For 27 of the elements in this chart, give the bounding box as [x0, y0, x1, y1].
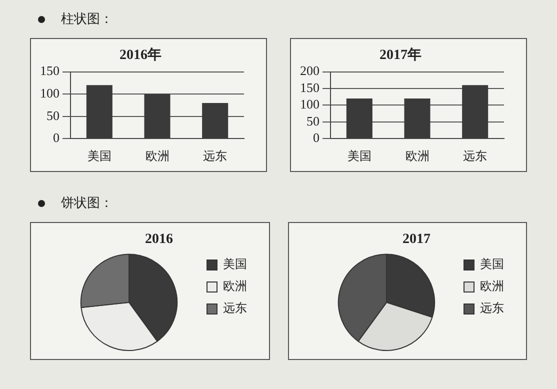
x-tick-label: 欧洲 — [405, 148, 430, 163]
x-tick-label: 欧洲 — [145, 148, 170, 163]
x-tick-label: 美国 — [87, 148, 112, 163]
y-tick-label: 200 — [300, 63, 320, 78]
chart-title: 2017 — [402, 232, 430, 248]
legend-label: 美国 — [223, 257, 247, 272]
legend-label: 远东 — [223, 301, 247, 316]
y-tick-label: 0 — [53, 130, 60, 146]
text: 饼状图： — [61, 195, 113, 212]
y-tick-label: 150 — [40, 63, 60, 78]
x-tick-label: 美国 — [347, 148, 372, 163]
legend-label: 远东 — [480, 301, 504, 316]
chart-title: 2016年 — [120, 47, 162, 64]
y-tick-label: 100 — [300, 96, 320, 112]
chart-title: 2016 — [145, 232, 173, 248]
legend-label: 美国 — [480, 257, 504, 272]
x-tick-label: 远东 — [463, 148, 488, 163]
y-tick-label: 100 — [40, 85, 60, 100]
x-tick-label: 远东 — [203, 148, 228, 163]
chart-title: 2017年 — [380, 47, 422, 64]
legend-label: 欧洲 — [480, 279, 504, 294]
y-tick-label: 50 — [306, 113, 320, 128]
y-tick-label: 150 — [300, 80, 320, 95]
y-tick-label: 0 — [313, 130, 320, 146]
y-tick-label: 50 — [46, 108, 60, 123]
text: 柱状图： — [61, 11, 113, 28]
legend-label: 欧洲 — [223, 279, 247, 294]
